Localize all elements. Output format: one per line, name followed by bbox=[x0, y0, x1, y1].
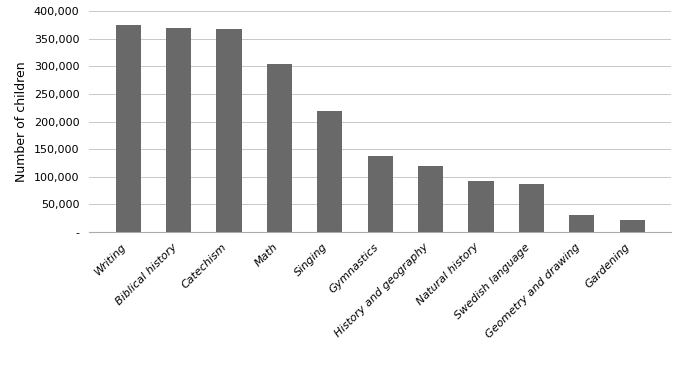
Bar bbox=[469, 181, 494, 232]
Bar bbox=[368, 156, 393, 232]
Y-axis label: Number of children: Number of children bbox=[15, 61, 28, 182]
Bar bbox=[166, 28, 191, 232]
Bar bbox=[620, 220, 645, 232]
Bar bbox=[519, 184, 544, 232]
Bar bbox=[418, 166, 443, 232]
Bar bbox=[317, 111, 342, 232]
Bar bbox=[569, 215, 595, 232]
Bar bbox=[216, 29, 242, 232]
Bar bbox=[266, 64, 292, 232]
Bar bbox=[116, 25, 140, 232]
